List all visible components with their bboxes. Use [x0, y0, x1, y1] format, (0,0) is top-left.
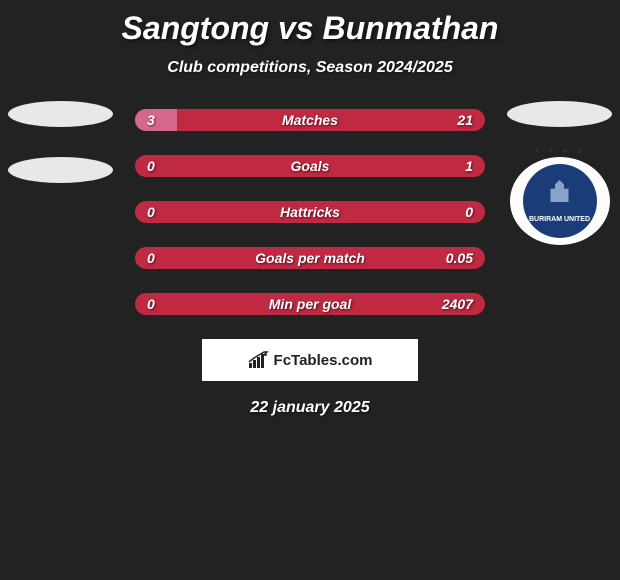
stat-left-value: 0 [147, 158, 155, 174]
right-badges: ★ ★ ★ ★ BURIRAM UNITED [507, 101, 612, 245]
subtitle: Club competitions, Season 2024/2025 [0, 59, 620, 77]
stat-label: Goals per match [255, 250, 365, 266]
stat-left-value: 0 [147, 204, 155, 220]
stat-right-value: 2407 [442, 296, 473, 312]
stat-left-value: 0 [147, 250, 155, 266]
stat-row: 0 Goals per match 0.05 [135, 247, 485, 269]
badge-building-icon [545, 180, 575, 202]
stat-label: Hattricks [280, 204, 340, 220]
stat-left-value: 0 [147, 296, 155, 312]
badge-club-name: BURIRAM UNITED [529, 216, 590, 224]
stat-row: 0 Goals 1 [135, 155, 485, 177]
stats-container: 3 Matches 21 0 Goals 1 0 Hattricks 0 0 Goals per m… [135, 109, 485, 315]
chart-icon [248, 351, 270, 369]
right-badge-1 [507, 101, 612, 127]
stat-label: Goals [291, 158, 330, 174]
stat-right-value: 0 [465, 204, 473, 220]
content-area: ★ ★ ★ ★ BURIRAM UNITED 3 Matches 21 0 Goals 1… [0, 109, 620, 315]
right-club-badge: ★ ★ ★ ★ BURIRAM UNITED [510, 157, 610, 245]
badge-stars-icon: ★ ★ ★ ★ [534, 147, 586, 155]
stat-label: Matches [282, 112, 338, 128]
footer-brand-text: FcTables.com [274, 352, 373, 369]
stat-row: 0 Hattricks 0 [135, 201, 485, 223]
left-badge-1 [8, 101, 113, 127]
stat-left-value: 3 [147, 112, 155, 128]
left-badges [8, 101, 113, 183]
page-title: Sangtong vs Bunmathan [0, 0, 620, 47]
stat-label: Min per goal [269, 296, 351, 312]
stat-right-value: 0.05 [446, 250, 473, 266]
stat-right-value: 21 [457, 112, 473, 128]
stat-row: 3 Matches 21 [135, 109, 485, 131]
badge-inner: BURIRAM UNITED [523, 164, 597, 238]
stat-fill [135, 109, 177, 131]
stat-row: 0 Min per goal 2407 [135, 293, 485, 315]
footer-brand-badge: FcTables.com [202, 339, 418, 381]
date-text: 22 january 2025 [0, 399, 620, 417]
stat-right-value: 1 [465, 158, 473, 174]
left-badge-2 [8, 157, 113, 183]
